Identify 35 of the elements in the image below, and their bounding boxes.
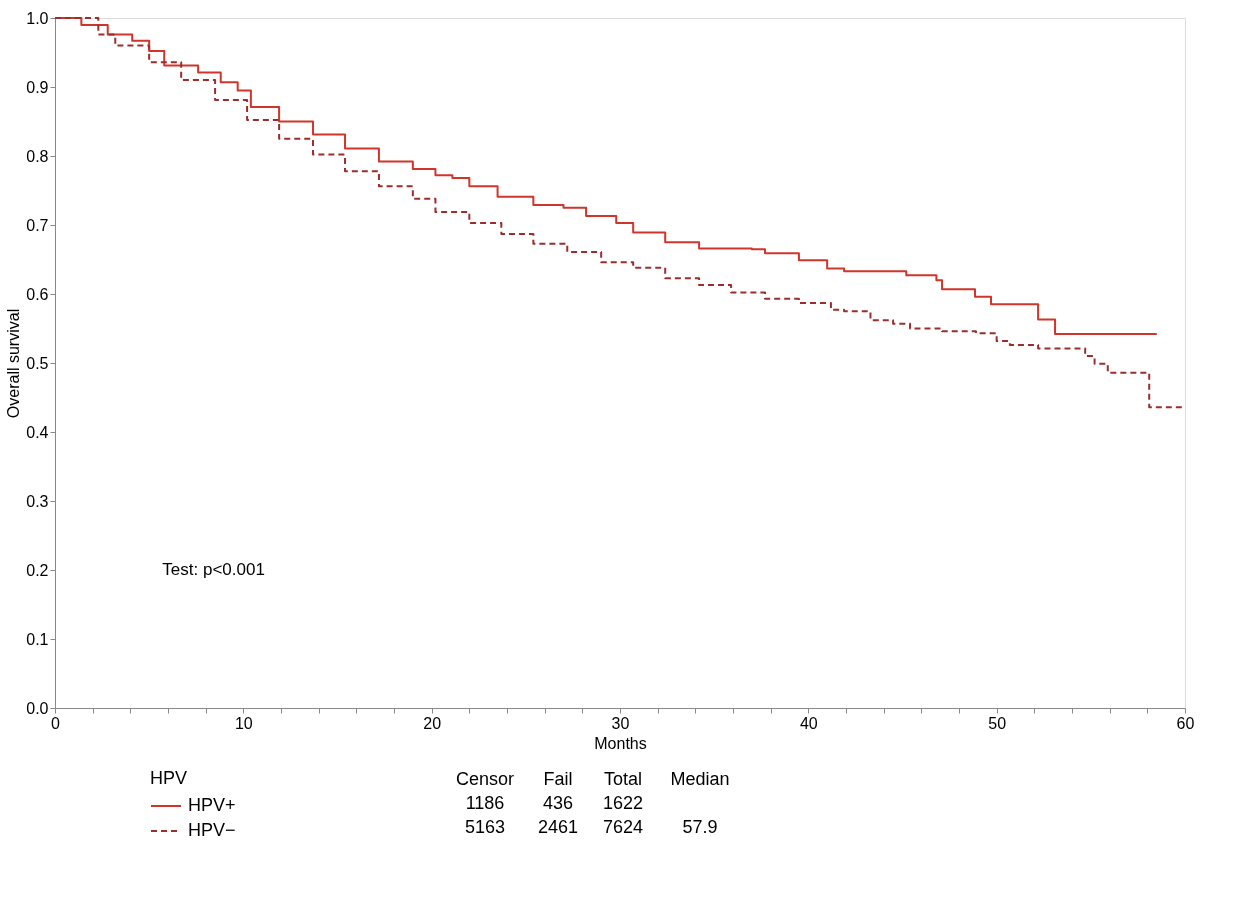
y-tick-label: 0.3: [26, 492, 49, 510]
legend-label: HPV−: [188, 820, 236, 840]
legend-title: HPV: [150, 768, 188, 788]
y-tick-label: 0.4: [26, 423, 49, 441]
text: Fail: [543, 769, 573, 789]
y-tick-label: 0.2: [26, 561, 49, 579]
legend-label: HPV+: [188, 795, 236, 815]
y-tick-label: 0.6: [26, 285, 49, 303]
x-tick-label: 0: [51, 714, 61, 732]
text: 1186: [465, 793, 505, 813]
y-tick-label: 0.5: [26, 354, 49, 372]
text: Censor: [455, 769, 515, 789]
x-axis-title: Months: [594, 734, 647, 752]
text: 2461: [537, 817, 579, 837]
text: 5163: [464, 817, 506, 837]
text: 436: [542, 793, 574, 813]
y-tick-label: 0.9: [26, 78, 49, 96]
y-tick-label: 0.8: [26, 147, 49, 165]
y-axis-title: Overall survival: [5, 308, 23, 419]
x-tick-label: 30: [611, 714, 630, 732]
y-tick-label: 1.0: [26, 9, 49, 27]
x-tick-label: 20: [423, 714, 442, 732]
y-tick-label: 0.1: [26, 630, 49, 648]
annotation: Test: p<0.001: [162, 560, 265, 579]
x-tick-label: 10: [234, 714, 253, 732]
text: Median: [670, 769, 730, 789]
x-tick-label: 50: [988, 714, 1007, 732]
text: 1622: [602, 793, 644, 813]
y-tick-label: 0.0: [26, 699, 49, 717]
text: Total: [603, 769, 643, 789]
y-tick-label: 0.7: [26, 216, 49, 234]
text: 57.9: [682, 817, 718, 837]
x-tick-label: 40: [799, 714, 818, 732]
x-tick-label: 60: [1176, 714, 1195, 732]
text: 7624: [602, 817, 644, 837]
